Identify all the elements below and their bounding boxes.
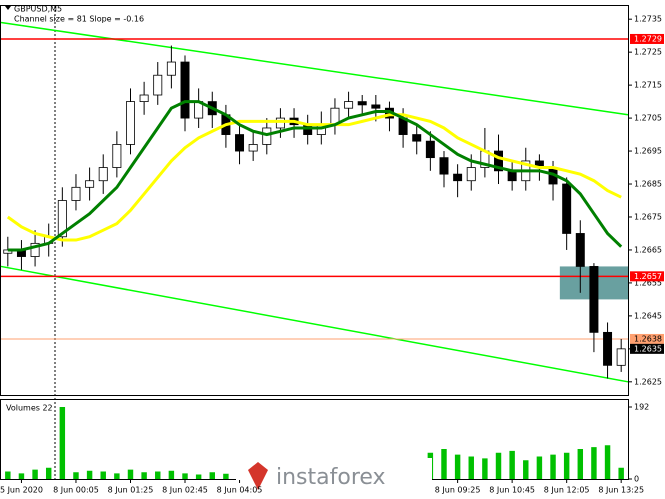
level-tag <box>630 271 664 282</box>
x-tick-label: 8 Jun 10:45 <box>489 486 535 495</box>
moving-average <box>6 113 622 242</box>
y-tick-label: 1.2655 <box>634 278 662 287</box>
candle-body <box>371 104 381 109</box>
y-tick-label: 1.2645 <box>634 311 662 320</box>
watermark: instaforex <box>276 465 386 490</box>
chart-title: GBPUSD,M5 <box>14 5 62 14</box>
candle-body <box>616 348 626 366</box>
x-tick-label: 8 Jun 04:05 <box>217 486 263 495</box>
y-tick-label: 1.2665 <box>634 245 662 254</box>
chart-subtitle: Channel size = 81 Slope = -0.16 <box>14 15 144 24</box>
y-tick-label: 1.2735 <box>634 15 662 24</box>
candle-body <box>494 150 504 172</box>
y-tick-label: 1.2705 <box>634 114 662 123</box>
level-tag <box>630 333 664 344</box>
trendline <box>0 21 629 116</box>
x-tick-label: 8 Jun 01:25 <box>108 486 154 495</box>
candle-body <box>71 186 81 201</box>
volume-tick-label: 0 <box>634 475 639 484</box>
candle-body <box>126 101 135 145</box>
candle-body <box>425 140 435 159</box>
candle-body <box>3 249 13 254</box>
level-label: 1.2657 <box>634 272 662 281</box>
candle-body <box>439 157 449 175</box>
candle-body <box>275 117 285 129</box>
symbol-icon <box>5 6 11 10</box>
x-tick-label: 8 Jun 12:05 <box>544 486 590 495</box>
x-tick-label: 5 Jun 2020 <box>0 486 43 495</box>
candle-body <box>589 266 599 333</box>
candle-body <box>248 144 258 152</box>
candle-body <box>166 61 176 76</box>
y-tick-label: 1.2715 <box>634 81 662 90</box>
candle-body <box>575 233 585 267</box>
candle-body <box>180 61 190 119</box>
candle-body <box>98 167 108 182</box>
candle-body <box>85 180 95 188</box>
x-tick-label: 8 Jun 02:45 <box>162 486 208 495</box>
x-tick-label: 8 Jun 09:25 <box>435 486 481 495</box>
y-tick-label: 1.2685 <box>634 180 662 189</box>
x-tick-label: 8 Jun 00:05 <box>53 486 99 495</box>
plot <box>0 21 629 479</box>
candle-body <box>562 183 572 234</box>
level-label: 1.2638 <box>634 334 662 343</box>
moving-average <box>7 100 623 252</box>
candle-body <box>344 101 354 109</box>
candle-body <box>412 134 422 142</box>
candle-body <box>57 200 67 238</box>
trendline <box>0 265 629 383</box>
candle-body <box>262 127 272 145</box>
y-tick-label: 1.2725 <box>634 48 662 57</box>
y-tick-label: 1.2625 <box>634 377 662 386</box>
candle-body <box>153 74 163 96</box>
candle-body <box>603 331 613 366</box>
candle-body <box>235 134 245 152</box>
level-label: 1.2635 <box>634 344 662 353</box>
y-tick-label: 1.2695 <box>634 147 662 156</box>
y-tick-label: 1.2675 <box>634 212 662 221</box>
watermark-box <box>236 458 432 499</box>
candle-body <box>357 101 367 106</box>
watermark-logo <box>248 462 268 490</box>
main-panel <box>0 5 629 396</box>
candle-body <box>30 242 40 257</box>
level-tag <box>630 343 664 354</box>
volume-tick-label: 192 <box>634 403 649 412</box>
candle-body <box>466 167 476 182</box>
candle-body <box>139 94 149 103</box>
candle-body <box>112 144 122 168</box>
candle-body <box>453 173 463 182</box>
level-label: 1.2729 <box>634 34 662 43</box>
x-tick-label: 8 Jun 13:25 <box>598 486 644 495</box>
level-tag <box>630 33 664 44</box>
volume-title: Volumes 22 <box>6 404 53 413</box>
